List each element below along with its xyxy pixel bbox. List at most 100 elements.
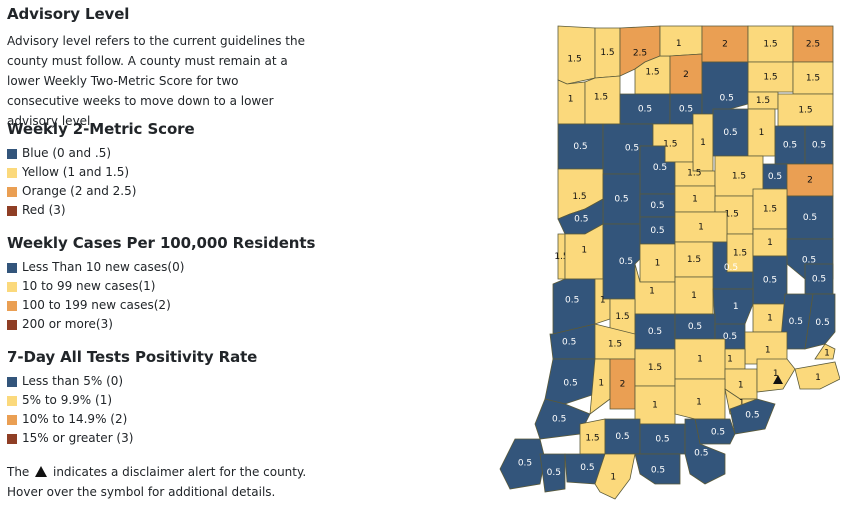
county-region[interactable]: 1.5 bbox=[584, 75, 621, 125]
county-region[interactable]: 0.5 bbox=[639, 216, 676, 245]
county-region[interactable]: 0.5 bbox=[544, 358, 596, 405]
county-region[interactable]: 1.5 bbox=[747, 25, 794, 63]
county-score-label: 1 bbox=[652, 401, 658, 411]
county-score-label: 1.5 bbox=[763, 205, 777, 215]
county-score-label: 1 bbox=[767, 314, 773, 324]
county-region[interactable]: 0.5 bbox=[804, 263, 834, 295]
county-region[interactable]: 0.5 bbox=[499, 438, 546, 490]
red-swatch bbox=[7, 205, 17, 216]
county-score-label: 1.5 bbox=[615, 312, 629, 322]
county-score-label: 1.5 bbox=[572, 192, 586, 202]
county-region[interactable]: 1.5 bbox=[747, 91, 779, 110]
county-region[interactable]: 1 bbox=[756, 358, 796, 393]
county-region[interactable]: 1.5 bbox=[579, 418, 606, 455]
positivity-legend: 7-Day All Tests Positivity Rate Less tha… bbox=[7, 348, 257, 448]
positivity-legend-item: 5% to 9.9% (1) bbox=[7, 391, 257, 410]
county-region[interactable]: 0.5 bbox=[786, 195, 834, 240]
county-region[interactable]: 2 bbox=[786, 163, 834, 197]
county-region[interactable]: 1 bbox=[674, 185, 716, 213]
county-region[interactable]: 2 bbox=[609, 358, 636, 410]
county-score-label: 1 bbox=[649, 287, 655, 297]
county-score-label: 1 bbox=[655, 259, 661, 269]
county-region[interactable]: 0.5 bbox=[602, 223, 641, 300]
county-region[interactable]: 1 bbox=[557, 79, 586, 125]
county-score-label: 1.5 bbox=[687, 255, 701, 265]
county-region[interactable]: 2.5 bbox=[792, 25, 834, 63]
county-score-label: 0.5 bbox=[573, 142, 587, 152]
county-score-label: 1 bbox=[773, 369, 779, 379]
county-region[interactable]: 1.5 bbox=[747, 61, 794, 93]
county-region[interactable]: 1.5 bbox=[777, 93, 834, 127]
score-legend-item: Yellow (1 and 1.5) bbox=[7, 163, 195, 182]
county-score-label: 0.5 bbox=[638, 105, 652, 115]
county-region[interactable]: 0.5 bbox=[684, 418, 726, 485]
county-score-label: 0.5 bbox=[518, 459, 532, 469]
county-score-label: 1.5 bbox=[725, 210, 739, 220]
county-region[interactable]: 1 bbox=[634, 385, 676, 425]
county-score-label: 2 bbox=[722, 40, 728, 50]
county-region[interactable]: 1 bbox=[794, 361, 841, 390]
cases-legend-item: Less Than 10 new cases(0) bbox=[7, 258, 315, 277]
county-region[interactable]: 0.5 bbox=[634, 313, 676, 350]
county-region[interactable]: 0.5 bbox=[602, 173, 641, 225]
county-region[interactable]: 1 bbox=[659, 25, 703, 57]
positivity-legend-item: 15% or greater (3) bbox=[7, 429, 257, 448]
score-legend: Weekly 2-Metric Score Blue (0 and .5) Ye… bbox=[7, 120, 195, 220]
county-region[interactable]: 0.5 bbox=[729, 398, 776, 435]
county-region[interactable]: 1 bbox=[674, 378, 726, 420]
cases-legend-item: 200 or more(3) bbox=[7, 315, 315, 334]
county-region[interactable]: 1 bbox=[674, 276, 714, 315]
county-region[interactable]: 0.5 bbox=[774, 125, 806, 165]
county-region[interactable]: 0.5 bbox=[604, 418, 641, 455]
red-swatch bbox=[7, 433, 17, 444]
county-region[interactable]: 1 bbox=[674, 338, 726, 380]
county-score-label: 0.5 bbox=[724, 263, 738, 273]
county-score-label: 0.5 bbox=[650, 201, 664, 211]
score-legend-item: Blue (0 and .5) bbox=[7, 144, 195, 163]
county-region[interactable]: 0.5 bbox=[712, 108, 749, 157]
county-region[interactable]: 1.5 bbox=[674, 241, 714, 278]
county-region[interactable]: 1.5 bbox=[634, 348, 676, 387]
county-score-label: 1 bbox=[698, 223, 704, 233]
county-score-label: 1.5 bbox=[585, 433, 599, 443]
county-region[interactable]: 1 bbox=[639, 243, 676, 283]
county-region[interactable]: 2 bbox=[701, 25, 749, 63]
county-region[interactable]: 1 bbox=[712, 288, 754, 327]
county-score-label: 0.5 bbox=[812, 275, 826, 285]
county-region[interactable]: 0.5 bbox=[619, 93, 671, 125]
county-region[interactable]: 1 bbox=[814, 343, 836, 360]
county-region[interactable]: 0.5 bbox=[804, 293, 836, 350]
positivity-legend-item: 10% to 14.9% (2) bbox=[7, 410, 257, 429]
county-region[interactable]: 1.5 bbox=[557, 25, 596, 85]
county-region[interactable]: 0.5 bbox=[694, 418, 736, 445]
county-score-label: 0.5 bbox=[552, 415, 566, 425]
warning-triangle-icon bbox=[35, 466, 48, 477]
county-score-label: 0.5 bbox=[547, 468, 561, 478]
county-region[interactable]: 1 bbox=[674, 211, 728, 243]
orange-swatch bbox=[7, 186, 17, 197]
county-region[interactable]: 0.5 bbox=[634, 453, 681, 485]
county-region[interactable]: 0.5 bbox=[752, 255, 788, 305]
county-region[interactable]: 1.5 bbox=[792, 61, 834, 95]
county-region[interactable]: 1 bbox=[752, 228, 788, 257]
county-score-label: 0.5 bbox=[562, 338, 576, 348]
county-score-label: 2 bbox=[683, 70, 689, 80]
county-region[interactable]: 1 bbox=[747, 108, 776, 157]
county-region[interactable]: 0.5 bbox=[674, 313, 716, 340]
county-region[interactable]: 1.5 bbox=[594, 27, 621, 79]
county-region[interactable]: 0.5 bbox=[557, 123, 604, 170]
county-region[interactable]: 0.5 bbox=[639, 193, 676, 218]
county-score-label: 1 bbox=[738, 381, 744, 391]
county-score-label: 1.5 bbox=[733, 249, 747, 259]
county-region[interactable]: 0.5 bbox=[804, 125, 834, 165]
county-region[interactable]: 1 bbox=[692, 113, 714, 172]
warning-triangle-icon[interactable] bbox=[773, 375, 783, 384]
county-region[interactable]: 0.5 bbox=[762, 163, 788, 190]
county-region[interactable]: 0.5 bbox=[639, 423, 686, 455]
county-region[interactable]: 0.5 bbox=[539, 453, 566, 493]
county-score-label: 0.5 bbox=[615, 432, 629, 442]
county-region[interactable]: 1.5 bbox=[752, 188, 788, 230]
county-region[interactable]: 2 bbox=[669, 53, 703, 95]
county-score-label: 1.5 bbox=[594, 92, 608, 102]
county-score-label: 1 bbox=[697, 355, 703, 365]
